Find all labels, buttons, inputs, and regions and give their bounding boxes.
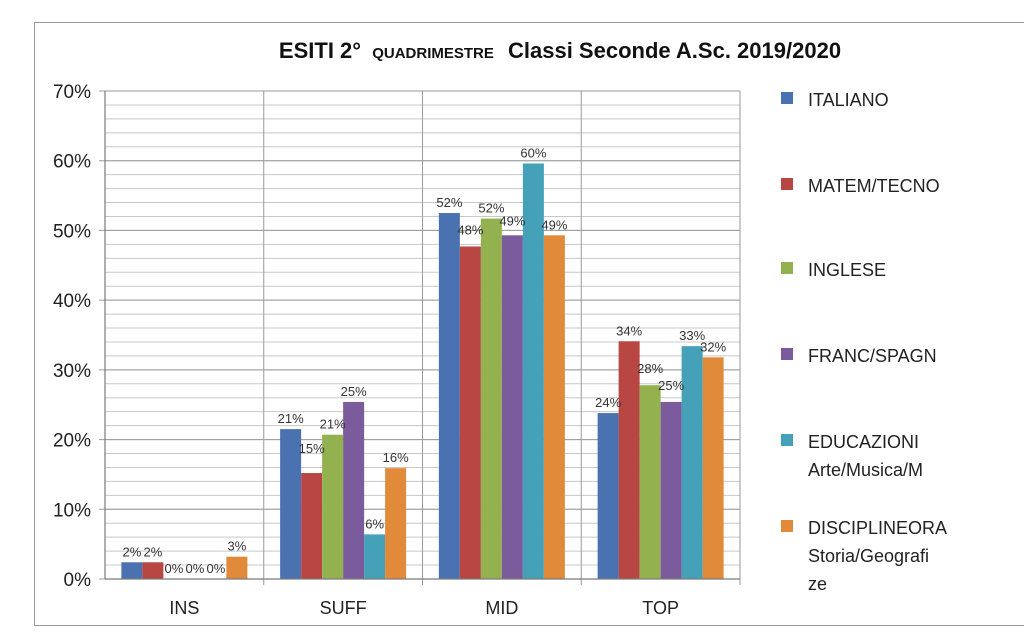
legend-label: ITALIANO: [808, 90, 889, 110]
bar-mid-2: [459, 246, 481, 579]
y-tick-label: 40%: [53, 291, 91, 312]
bars: [121, 163, 724, 579]
legend: ITALIANO MATEM/TECNO INGLESE FRANC/SPAGN EDU…: [781, 90, 947, 594]
data-label: 0%: [206, 561, 225, 576]
data-label: 24%: [595, 395, 621, 410]
legend-label: FRANC/SPAGN: [808, 346, 937, 366]
bar-top-1: [597, 413, 619, 579]
title-part2: QUADRIMESTRE: [372, 45, 494, 62]
bar-ins-2: [142, 562, 164, 579]
legend-label: Arte/Musica/M: [808, 460, 923, 480]
data-label: 52%: [436, 195, 462, 210]
data-label: 0%: [185, 561, 204, 576]
legend-label: EDUCAZIONI: [808, 432, 919, 452]
bar-suff-5: [364, 534, 386, 579]
bar-ins-1: [121, 562, 143, 579]
y-tick-label: 50%: [53, 221, 91, 242]
data-label: 21%: [278, 411, 304, 426]
y-tick-label: 10%: [53, 500, 91, 521]
legend-swatch: [781, 262, 793, 274]
data-label: 32%: [700, 339, 726, 354]
y-tick-label: 0%: [64, 570, 92, 591]
data-label: 33%: [679, 328, 705, 343]
chart-title: ESITI 2° QUADRIMESTRE Classi Seconde A.S…: [279, 38, 841, 63]
legend-swatch: [781, 520, 793, 532]
bar-top-2: [618, 341, 640, 579]
legend-label: Storia/Geografi: [808, 546, 929, 566]
bar-mid-5: [522, 163, 544, 579]
legend-label: MATEM/TECNO: [808, 176, 940, 196]
data-label: 6%: [365, 516, 384, 531]
data-label: 34%: [616, 323, 642, 338]
bar-mid-6: [543, 235, 565, 579]
title-part3: Classi Seconde A.Sc. 2019/2020: [508, 38, 841, 63]
bar-suff-4: [343, 401, 365, 579]
data-label: 2%: [143, 544, 162, 559]
data-label: 3%: [227, 539, 246, 554]
legend-swatch: [781, 92, 793, 104]
bar-suff-6: [385, 468, 407, 579]
bar-top-4: [660, 401, 682, 579]
bar-suff-1: [280, 429, 302, 579]
bar-top-6: [702, 357, 724, 579]
legend-label: DISCIPLINEORA: [808, 518, 947, 538]
bar-suff-2: [301, 473, 323, 579]
x-tick-label: INS: [169, 598, 199, 618]
y-tick-label: 70%: [53, 82, 91, 103]
axes: 0% 10% 20% 30% 40% 50% 60% 70% INS SUFF MID TOP: [53, 82, 740, 618]
y-tick-label: 30%: [53, 361, 91, 382]
legend-swatch: [781, 434, 793, 446]
legend-swatch: [781, 348, 793, 360]
x-tick-label: TOP: [642, 598, 679, 618]
legend-swatch: [781, 178, 793, 190]
data-label: 49%: [499, 213, 525, 228]
data-labels: 2% 2%0% 0% 0%3%21%15%21%25%6%16%52%48%52%49…: [122, 146, 726, 576]
data-label: 28%: [637, 361, 663, 376]
x-tick-label: SUFF: [320, 598, 367, 618]
y-tick-label: 60%: [53, 152, 91, 173]
y-tick-label: 20%: [53, 431, 91, 452]
chart-frame: [34, 22, 1024, 626]
bar-top-5: [681, 346, 703, 579]
x-tick-label: MID: [485, 598, 518, 618]
data-label: 49%: [541, 217, 567, 232]
bar-mid-1: [438, 213, 460, 579]
bar-suff-3: [322, 434, 344, 579]
data-label: 16%: [383, 450, 409, 465]
legend-label: INGLESE: [808, 260, 886, 280]
data-label: 48%: [457, 222, 483, 237]
data-label: 2%: [122, 544, 141, 559]
title-part1: ESITI 2°: [279, 38, 361, 63]
data-label: 15%: [299, 441, 325, 456]
data-label: 0%: [164, 561, 183, 576]
bar-mid-4: [501, 235, 523, 579]
bar-ins-6: [226, 556, 248, 579]
legend-label: ze: [808, 574, 827, 594]
data-label: 25%: [341, 384, 367, 399]
data-label: 52%: [478, 201, 504, 216]
data-label: 25%: [658, 378, 684, 393]
bar-mid-3: [480, 218, 502, 579]
data-label: 60%: [520, 146, 546, 161]
data-label: 21%: [320, 417, 346, 432]
bar-top-3: [639, 385, 661, 579]
